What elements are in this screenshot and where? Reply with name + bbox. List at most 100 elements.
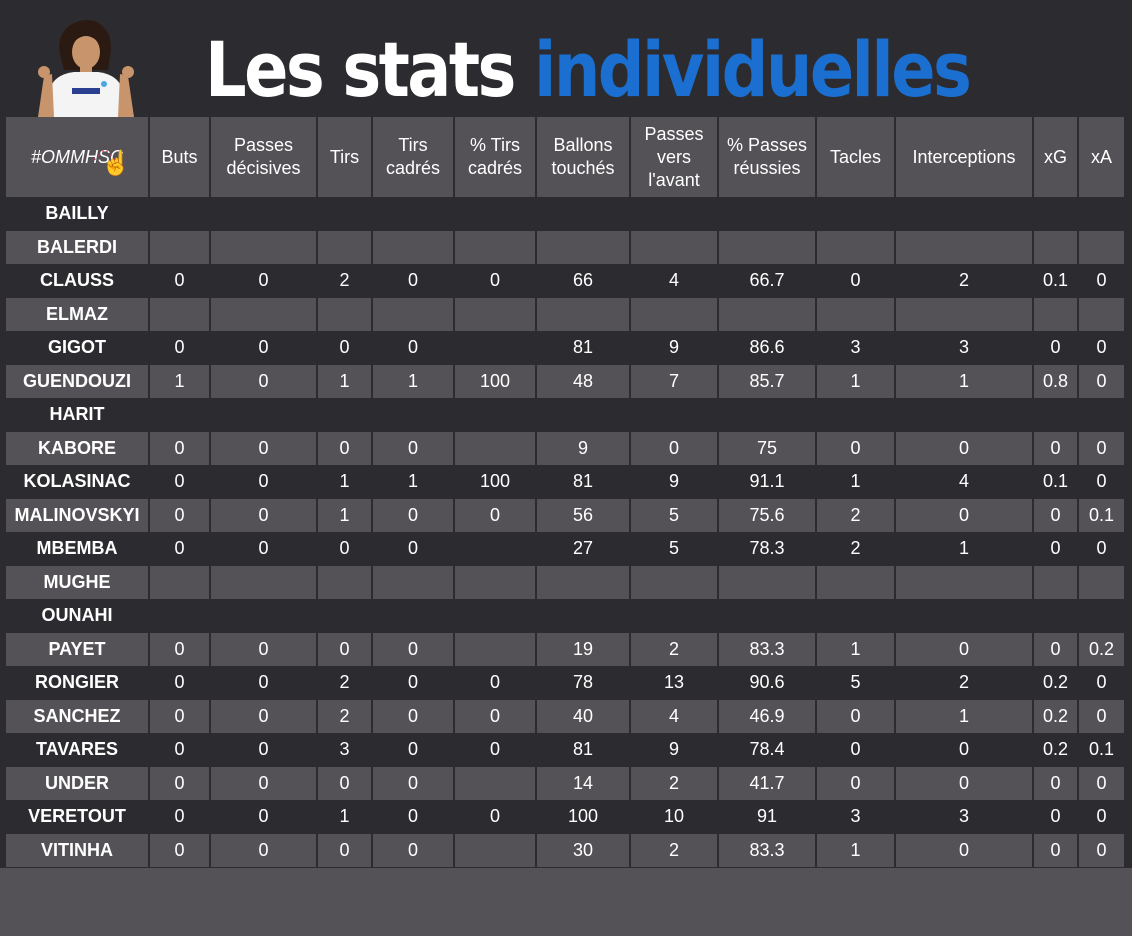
stat-cell: 13 bbox=[629, 666, 718, 700]
stat-cell: 0.1 bbox=[1032, 264, 1078, 298]
stat-cell: 2 bbox=[316, 699, 372, 733]
stat-cell: 0.2 bbox=[1032, 666, 1078, 700]
stat-cell bbox=[209, 599, 317, 633]
stat-cell bbox=[148, 197, 210, 231]
stat-cell: 7 bbox=[629, 364, 718, 398]
player-name: VITINHA bbox=[6, 833, 149, 867]
stat-cell: 0 bbox=[148, 532, 210, 566]
stat-cell: 41.7 bbox=[717, 766, 816, 800]
stat-cell bbox=[316, 398, 372, 432]
stat-cell: 27 bbox=[535, 532, 630, 566]
stat-cell bbox=[894, 398, 1033, 432]
header: Les stats individuelles bbox=[0, 0, 1132, 117]
stat-cell: 0 bbox=[148, 699, 210, 733]
stat-cell bbox=[453, 766, 536, 800]
column-header: Tacles bbox=[815, 117, 895, 197]
stat-cell bbox=[1077, 565, 1124, 599]
stat-cell: 1 bbox=[815, 632, 895, 666]
stat-cell: 3 bbox=[894, 331, 1033, 365]
stat-cell: 0 bbox=[894, 833, 1033, 867]
stat-cell: 81 bbox=[535, 331, 630, 365]
stat-cell bbox=[717, 297, 816, 331]
stat-cell bbox=[148, 297, 210, 331]
stat-cell bbox=[717, 565, 816, 599]
column-header: Buts bbox=[148, 117, 210, 197]
stat-cell: 3 bbox=[815, 331, 895, 365]
stat-cell: 46.9 bbox=[717, 699, 816, 733]
stat-cell: 0 bbox=[815, 431, 895, 465]
player-name: MUGHE bbox=[6, 565, 149, 599]
stat-cell bbox=[371, 565, 454, 599]
stat-cell: 2 bbox=[316, 264, 372, 298]
stat-cell bbox=[371, 297, 454, 331]
stat-cell bbox=[209, 398, 317, 432]
stat-cell: 0 bbox=[148, 733, 210, 767]
header-row: #OMMHSC ☝ ⋰⋱ Buts Passes décisives Tirs T… bbox=[6, 117, 1124, 197]
stat-cell: 0 bbox=[1077, 364, 1124, 398]
stat-cell: 0 bbox=[815, 699, 895, 733]
stat-cell bbox=[316, 297, 372, 331]
stat-cell bbox=[815, 565, 895, 599]
stat-cell: 9 bbox=[629, 331, 718, 365]
stat-cell: 0 bbox=[148, 498, 210, 532]
column-header: Interceptions bbox=[894, 117, 1033, 197]
stat-cell bbox=[1077, 599, 1124, 633]
stat-cell: 1 bbox=[316, 800, 372, 834]
stat-cell bbox=[316, 599, 372, 633]
stat-cell: 1 bbox=[316, 364, 372, 398]
stat-cell: 0 bbox=[453, 264, 536, 298]
stat-cell: 0 bbox=[1077, 699, 1124, 733]
stat-cell: 1 bbox=[894, 699, 1033, 733]
stat-cell: 9 bbox=[629, 733, 718, 767]
table-row: PAYET 0 0 0 0 19 2 83.3 1 0 0 0.2 bbox=[6, 632, 1124, 666]
player-name: BAILLY bbox=[6, 197, 149, 231]
title-part-blue: individuelles bbox=[534, 25, 972, 114]
column-header: xG bbox=[1032, 117, 1078, 197]
stat-cell: 1 bbox=[815, 364, 895, 398]
stat-cell bbox=[629, 398, 718, 432]
stat-cell: 0 bbox=[894, 632, 1033, 666]
stat-cell: 0 bbox=[371, 532, 454, 566]
stat-cell bbox=[148, 565, 210, 599]
stat-cell: 0 bbox=[815, 264, 895, 298]
stat-cell: 0 bbox=[894, 766, 1033, 800]
stat-cell: 0 bbox=[1032, 498, 1078, 532]
stat-cell: 0 bbox=[371, 800, 454, 834]
stat-cell bbox=[629, 230, 718, 264]
stat-cell: 0 bbox=[316, 766, 372, 800]
stat-cell bbox=[535, 197, 630, 231]
stat-cell: 1 bbox=[894, 532, 1033, 566]
hashtag-label: #OMMHSC ☝ ⋰⋱ bbox=[30, 146, 131, 177]
stat-cell: 0 bbox=[316, 833, 372, 867]
stat-cell bbox=[815, 230, 895, 264]
stat-cell bbox=[1032, 565, 1078, 599]
stats-body: BAILLY BALERDI CLAUSS 0 0 2 0 0 66 4 66.7 0 2 0.1 0 ELM… bbox=[6, 197, 1124, 867]
stat-cell: 0 bbox=[371, 331, 454, 365]
stat-cell: 2 bbox=[894, 666, 1033, 700]
stat-cell bbox=[453, 532, 536, 566]
column-header: Tirs cadrés bbox=[371, 117, 454, 197]
stat-cell: 1 bbox=[148, 364, 210, 398]
stat-cell bbox=[453, 565, 536, 599]
stat-cell: 0 bbox=[316, 532, 372, 566]
stat-cell: 0 bbox=[894, 733, 1033, 767]
player-name: PAYET bbox=[6, 632, 149, 666]
stat-cell: 0 bbox=[209, 465, 317, 499]
column-header: Ballons touchés bbox=[535, 117, 630, 197]
player-name: RONGIER bbox=[6, 666, 149, 700]
stat-cell: 1 bbox=[815, 465, 895, 499]
player-name: KOLASINAC bbox=[6, 465, 149, 499]
table-row: BAILLY bbox=[6, 197, 1124, 231]
stat-cell: 0 bbox=[1032, 833, 1078, 867]
stat-cell: 0 bbox=[316, 331, 372, 365]
column-header: #OMMHSC ☝ ⋰⋱ bbox=[6, 117, 149, 197]
stat-cell: 0 bbox=[815, 766, 895, 800]
stat-cell bbox=[535, 599, 630, 633]
stat-cell: 100 bbox=[535, 800, 630, 834]
column-header: xA bbox=[1077, 117, 1124, 197]
stat-cell: 0 bbox=[209, 331, 317, 365]
stat-cell: 0 bbox=[148, 666, 210, 700]
stat-cell: 0.1 bbox=[1032, 465, 1078, 499]
stat-cell: 3 bbox=[316, 733, 372, 767]
stat-cell: 0 bbox=[629, 431, 718, 465]
